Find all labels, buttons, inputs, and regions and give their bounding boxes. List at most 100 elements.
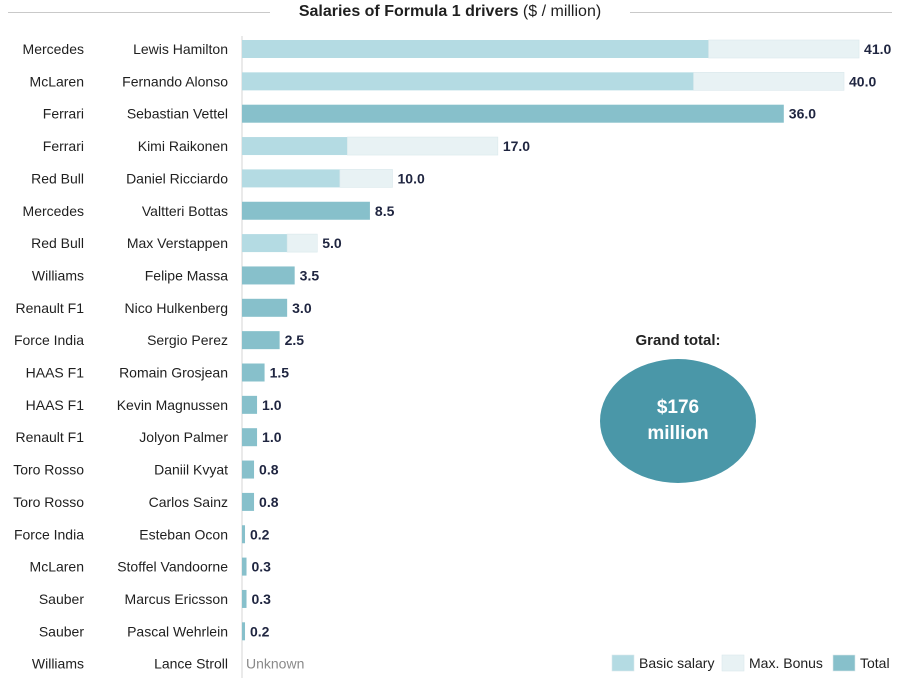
- value-label: 41.0: [864, 41, 891, 57]
- value-label: 3.5: [300, 267, 320, 283]
- team-label: Renault F1: [16, 429, 85, 445]
- legend-max-bonus-text: Max. Bonus: [749, 655, 823, 671]
- value-label: 36.0: [789, 106, 816, 122]
- driver-label: Lance Stroll: [154, 656, 228, 672]
- driver-label: Kevin Magnussen: [117, 397, 228, 413]
- value-label: 0.2: [250, 623, 270, 639]
- driver-label: Lewis Hamilton: [133, 41, 228, 57]
- value-label: Unknown: [246, 656, 304, 672]
- value-label: 40.0: [849, 73, 876, 89]
- bar-basic-salary: [242, 72, 694, 91]
- bar-max-bonus: [708, 39, 860, 59]
- team-label: Force India: [14, 332, 84, 348]
- chart-title-main: Salaries of Formula 1 drivers: [298, 3, 519, 20]
- driver-label: Romain Grosjean: [119, 365, 228, 381]
- team-label: HAAS F1: [26, 397, 85, 413]
- driver-label: Sergio Perez: [147, 332, 228, 348]
- title-rule-right: [630, 12, 892, 13]
- team-label: HAAS F1: [26, 365, 85, 381]
- team-label: Williams: [32, 267, 84, 283]
- driver-label: Daniil Kvyat: [154, 462, 228, 478]
- bar-total: [242, 298, 288, 317]
- grand-total-callout: Grand total: $176 million: [600, 332, 756, 483]
- bar-total: [242, 395, 258, 414]
- chart-title-bar: Salaries of Formula 1 drivers ($ / milli…: [0, 0, 900, 26]
- bar-basic-salary: [242, 137, 348, 156]
- bar-total: [242, 266, 295, 285]
- grand-total-unit: million: [647, 423, 709, 444]
- team-label: Mercedes: [23, 41, 84, 57]
- legend-total-text: Total: [860, 655, 890, 671]
- team-label: Ferrari: [43, 138, 84, 154]
- team-label: Force India: [14, 526, 84, 542]
- value-label: 17.0: [503, 138, 530, 154]
- bar-total: [242, 622, 246, 641]
- driver-label: Fernando Alonso: [122, 73, 228, 89]
- legend-basic-salary-swatch: [611, 654, 635, 672]
- grand-total-label: Grand total:: [635, 332, 721, 349]
- driver-label: Nico Hulkenberg: [125, 300, 229, 316]
- title-rule-left: [8, 12, 270, 13]
- team-label: Williams: [32, 656, 84, 672]
- driver-label: Felipe Massa: [145, 267, 228, 283]
- value-label: 0.3: [252, 591, 272, 607]
- value-label: 0.8: [259, 462, 279, 478]
- value-label: 0.3: [252, 559, 272, 575]
- value-label: 10.0: [398, 170, 425, 186]
- bar-total: [242, 104, 784, 123]
- chart-title: Salaries of Formula 1 drivers ($ / milli…: [0, 3, 900, 21]
- driver-label: Marcus Ericsson: [125, 591, 228, 607]
- team-label: Mercedes: [23, 203, 84, 219]
- driver-label: Kimi Raikonen: [138, 138, 228, 154]
- team-label: McLaren: [30, 559, 84, 575]
- bar-total: [242, 363, 265, 382]
- bar-max-bonus: [347, 136, 499, 156]
- grand-total-circle: $176 million: [600, 359, 756, 483]
- driver-label: Esteban Ocon: [139, 526, 228, 542]
- legend-total-swatch: [832, 654, 856, 672]
- driver-label: Stoffel Vandoorne: [117, 559, 228, 575]
- value-label: 1.0: [262, 397, 282, 413]
- grand-total-amount: $176: [656, 397, 700, 418]
- value-label: 1.0: [262, 429, 282, 445]
- value-label: 5.0: [322, 235, 342, 251]
- bar-total: [242, 589, 247, 608]
- value-label: 0.2: [250, 526, 270, 542]
- team-label: Sauber: [39, 623, 84, 639]
- chart-title-unit: ($ / million): [518, 3, 602, 20]
- bar-max-bonus: [693, 72, 845, 91]
- team-label: Toro Rosso: [13, 462, 84, 478]
- value-label: 0.8: [259, 494, 279, 510]
- bar-total: [242, 557, 247, 576]
- bar-total: [242, 460, 255, 479]
- value-label: 2.5: [285, 332, 305, 348]
- driver-label: Daniel Ricciardo: [126, 170, 228, 186]
- value-label: 3.0: [292, 300, 312, 316]
- bar-max-bonus: [339, 169, 393, 188]
- bar-basic-salary: [242, 169, 340, 188]
- legend-basic-salary-text: Basic salary: [639, 655, 714, 671]
- bar-total: [242, 428, 258, 447]
- driver-label: Max Verstappen: [127, 235, 228, 251]
- driver-label: Jolyon Palmer: [139, 429, 228, 445]
- bar-basic-salary: [242, 234, 288, 253]
- driver-label: Valtteri Bottas: [142, 203, 228, 219]
- bar-total: [242, 525, 246, 544]
- bar-total: [242, 201, 370, 220]
- value-label: 8.5: [375, 203, 395, 219]
- team-label: Renault F1: [16, 300, 85, 316]
- bar-max-bonus: [286, 233, 318, 253]
- team-label: Toro Rosso: [13, 494, 84, 510]
- driver-label: Carlos Sainz: [149, 494, 228, 510]
- team-label: Red Bull: [31, 170, 84, 186]
- team-label: Sauber: [39, 591, 84, 607]
- team-label: Ferrari: [43, 106, 84, 122]
- driver-label: Pascal Wehrlein: [127, 623, 228, 639]
- value-label: 1.5: [270, 365, 290, 381]
- legend-max-bonus-swatch: [721, 654, 745, 672]
- bar-basic-salary: [242, 40, 709, 58]
- team-label: McLaren: [30, 73, 84, 89]
- driver-label: Sebastian Vettel: [127, 106, 228, 122]
- bar-total: [242, 331, 280, 350]
